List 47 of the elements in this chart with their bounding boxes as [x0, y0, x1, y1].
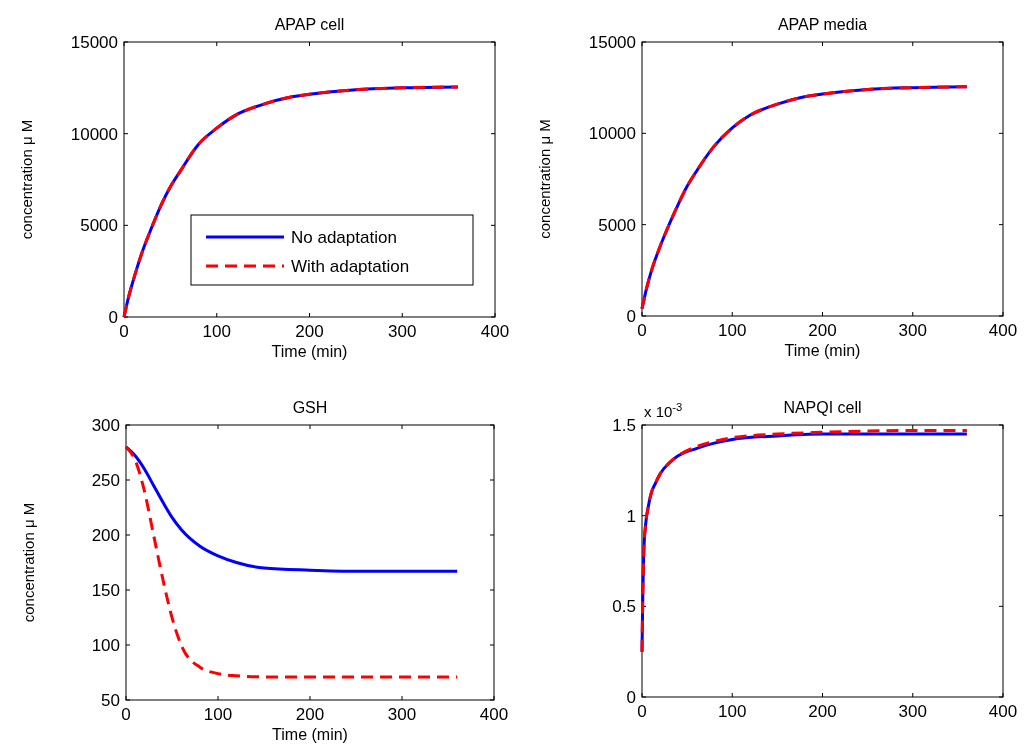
- legend-label: With adaptation: [291, 256, 410, 276]
- x-tick-label: 200: [295, 322, 324, 341]
- chart-title: APAP media: [777, 16, 868, 33]
- y-tick-label: 100: [91, 635, 120, 655]
- x-tick-label: 100: [202, 322, 231, 341]
- y-tick-label: 5000: [598, 215, 636, 235]
- y-tick-label: 0.5: [612, 597, 636, 617]
- y-tick-label: 0: [626, 687, 636, 707]
- chart-title: APAP cell: [274, 16, 345, 33]
- chart-title: GSH: [292, 399, 328, 416]
- x-axis-title: Time (min): [271, 343, 348, 360]
- y-tick-label: 250: [91, 470, 120, 490]
- y-tick-label: 0: [108, 307, 118, 327]
- x-tick-label: 300: [898, 321, 927, 340]
- y-tick-label: 300: [91, 415, 120, 435]
- y-tick-label: 50: [101, 690, 120, 710]
- x-tick-label: 100: [718, 702, 747, 721]
- y-axis-title: concentration μ M: [18, 119, 35, 240]
- x-tick-label: 200: [808, 702, 837, 721]
- text: x 10$^{-3}$: [644, 401, 683, 420]
- x-tick-label: 100: [203, 705, 233, 724]
- x-tick-label: 300: [387, 705, 417, 724]
- y-tick-label: 0: [626, 306, 636, 326]
- x-tick-label: 100: [718, 321, 747, 340]
- x-tick-label: 200: [808, 321, 837, 340]
- x-tick-label: 200: [295, 705, 325, 724]
- x-tick-label: 400: [479, 705, 509, 724]
- y-tick-label: 10000: [70, 124, 118, 144]
- y-tick-label: 150: [91, 580, 120, 600]
- x-tick-label: 300: [388, 322, 417, 341]
- y-tick-label: 200: [91, 525, 120, 545]
- y-tick-label: 15000: [588, 32, 636, 52]
- y-tick-label: 1.5: [612, 415, 636, 435]
- y-axis-title: concentration μ M: [20, 502, 37, 623]
- y-tick-label: 1: [626, 506, 636, 526]
- x-tick-label: 400: [480, 322, 510, 341]
- x-tick-label: 300: [898, 702, 927, 721]
- y-axis-title: concentration μ M: [536, 119, 553, 239]
- y-tick-label: 15000: [70, 32, 118, 52]
- x-axis-title: Time (min): [784, 342, 861, 359]
- y-tick-label: 10000: [588, 124, 636, 144]
- y-tick-label: 5000: [80, 216, 118, 236]
- x-tick-label: 400: [988, 321, 1018, 340]
- chart-title: NAPQI cell: [783, 399, 862, 416]
- x-axis-title: Time (min): [272, 726, 348, 743]
- x-tick-label: 400: [988, 702, 1018, 721]
- legend-label: No adaptation: [291, 227, 397, 247]
